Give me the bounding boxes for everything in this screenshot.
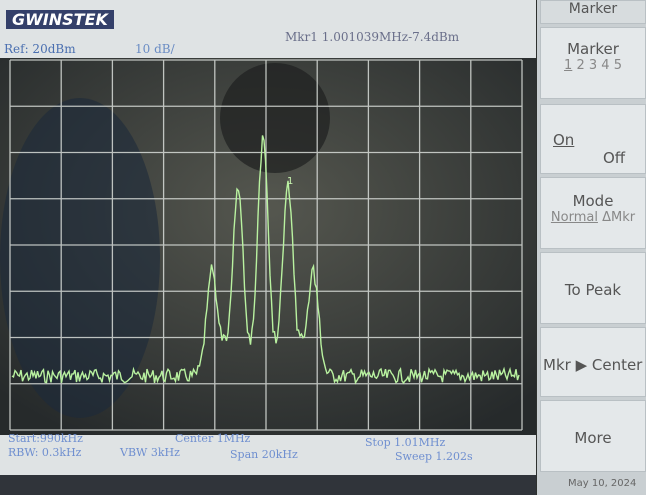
ref-level: Ref: 20dBm [4, 42, 76, 56]
key-label: To Peak [565, 281, 621, 299]
page: GWINSTEK Ref: 20dBm 10 dB/ Mkr1 1.001039… [0, 0, 646, 495]
option: 5 [614, 58, 622, 73]
option: On [553, 131, 574, 149]
span: Span 20kHz [230, 448, 298, 461]
rbw: RBW: 0.3kHz [8, 446, 81, 459]
option: 3 [589, 58, 597, 73]
scale: 10 dB/ [135, 42, 175, 56]
reflection [0, 98, 160, 418]
softkey-title: Marker [540, 0, 646, 24]
option: 4 [601, 58, 609, 73]
vbw: VBW 3kHz [120, 446, 180, 459]
softkey[interactable]: Marker 1 2 3 4 5 [540, 27, 646, 99]
key-label: Mkr ▶ Center [543, 356, 642, 374]
screen: 1 [0, 58, 536, 435]
bezel [0, 475, 536, 495]
softkey[interactable]: To Peak [540, 252, 646, 324]
start-freq: Start:990kHz [8, 432, 83, 445]
softkey[interactable]: Mkr ▶ Center [540, 327, 646, 397]
option: Off [603, 149, 625, 167]
key-label: Marker [541, 40, 645, 58]
key-label: More [574, 429, 611, 447]
sweep: Sweep 1.202s [395, 450, 473, 463]
key-label: Mode [541, 192, 645, 210]
marker-readout: Mkr1 1.001039MHz-7.4dBm [285, 30, 459, 44]
key-options: 1 2 3 4 5 [541, 58, 645, 73]
logo: GWINSTEK [6, 10, 114, 29]
key-options: Normal ΔMkr [541, 210, 645, 225]
option: 2 [576, 58, 584, 73]
date: May 10, 2024 [568, 478, 636, 489]
marker-label: 1 [287, 176, 293, 187]
softkey[interactable]: On Off [540, 104, 646, 174]
stop-freq: Stop 1.01MHz [365, 436, 445, 449]
softkey[interactable]: Mode Normal ΔMkr [540, 177, 646, 249]
reflection [220, 63, 330, 173]
option: 1 [564, 58, 572, 73]
option: Normal [551, 210, 598, 225]
softkey[interactable]: More [540, 400, 646, 472]
header-bar [0, 0, 536, 58]
option: ΔMkr [602, 210, 635, 225]
center-freq: Center 1MHz [175, 432, 250, 445]
